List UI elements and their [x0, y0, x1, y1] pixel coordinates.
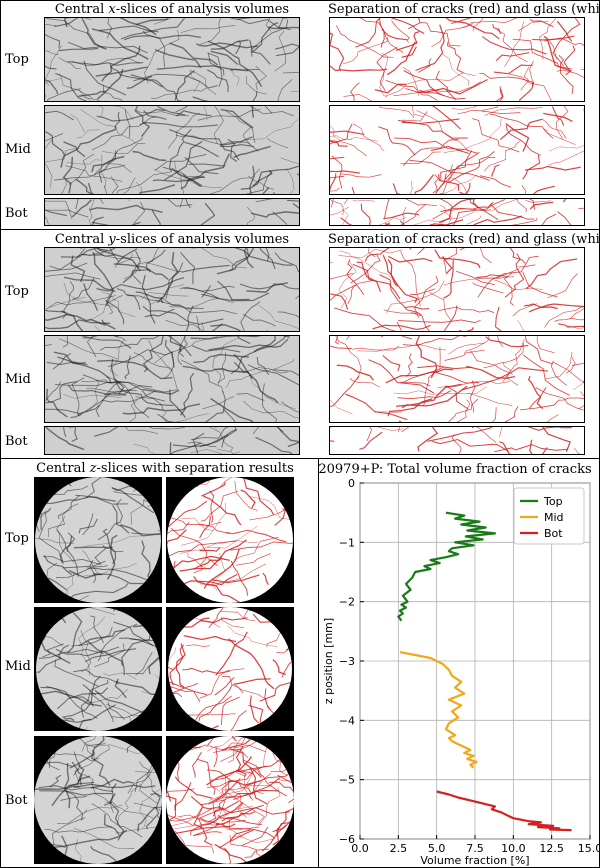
z-slice-mid-image — [34, 607, 162, 731]
legend-label: Bot — [544, 527, 563, 540]
y-tick-label: −6 — [339, 833, 355, 846]
x-axis-label: Volume fraction [%] — [420, 854, 529, 867]
x-separation-mid-image — [329, 105, 585, 195]
volume-fraction-chart: 20979+P: Total volume fraction of cracks… — [318, 462, 600, 867]
z-slice-top-image — [34, 477, 162, 603]
x-tick-label: 12.5 — [539, 842, 564, 855]
panel-z-title: Central z-slices with separation results — [36, 461, 294, 476]
row-label-bot: Bot — [5, 206, 28, 221]
y-tick-label: −1 — [339, 536, 355, 549]
axis-ticks: 0.0 2.5 5.0 7.5 10.0 12.5 15.0 0 −1 −2 −3 −4 −5 −6 — [339, 477, 600, 855]
legend: Top Mid Bot — [513, 487, 585, 545]
y-axis-label: z position [mm] — [322, 618, 335, 704]
panel-y-right-title: Separation of cracks (red) and glass (wh… — [328, 232, 600, 247]
row-label-mid: Mid — [5, 659, 31, 674]
legend-label: Top — [543, 495, 563, 508]
x-tick-label: 15.0 — [578, 842, 600, 855]
y-tick-label: −2 — [339, 596, 355, 609]
y-tick-label: −3 — [339, 655, 355, 668]
series-line-top — [397, 511, 496, 622]
x-tick-label: 2.5 — [390, 842, 408, 855]
chart-title: 20979+P: Total volume fraction of cracks — [318, 462, 591, 477]
y-slice-top-image — [44, 247, 300, 332]
z-slice-bot-image — [34, 736, 162, 864]
y-separation-bot-image — [329, 426, 585, 455]
row-label-top: Top — [5, 52, 29, 67]
x-separation-bot-image — [329, 198, 585, 226]
x-tick-label: 10.0 — [501, 842, 526, 855]
y-tick-label: 0 — [348, 477, 355, 490]
x-slice-mid-image — [44, 105, 300, 195]
series-line-mid — [399, 651, 478, 769]
y-tick-label: −4 — [339, 714, 355, 727]
x-slice-bot-image — [44, 198, 300, 226]
z-separation-bot-image — [166, 736, 294, 864]
series-lines — [397, 511, 572, 832]
panel-y-left-title: Central y-slices of analysis volumes — [54, 232, 290, 247]
y-tick-label: −5 — [339, 774, 355, 787]
x-tick-label: 7.5 — [466, 842, 484, 855]
series-line-bot — [436, 790, 572, 832]
y-separation-top-image — [329, 247, 585, 332]
y-separation-mid-image — [329, 335, 585, 423]
panel-x-left-title: Central x-slices of analysis volumes — [54, 2, 290, 17]
row-label-bot: Bot — [5, 793, 28, 808]
panel-x-right-title: Separation of cracks (red) and glass (wh… — [328, 2, 600, 17]
x-slice-top-image — [44, 17, 300, 102]
x-separation-top-image — [329, 17, 585, 102]
row-label-mid: Mid — [5, 142, 31, 157]
row-label-mid: Mid — [5, 372, 31, 387]
y-slice-mid-image — [44, 335, 300, 423]
legend-label: Mid — [544, 511, 564, 524]
row-label-bot: Bot — [5, 434, 28, 449]
z-separation-mid-image — [166, 607, 294, 731]
x-tick-label: 5.0 — [428, 842, 446, 855]
z-separation-top-image — [166, 477, 294, 603]
row-label-top: Top — [5, 284, 29, 299]
x-tick-label: 0.0 — [351, 842, 369, 855]
y-slice-bot-image — [44, 426, 300, 455]
row-label-top: Top — [5, 531, 29, 546]
